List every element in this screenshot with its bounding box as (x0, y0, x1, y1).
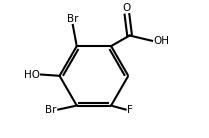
Text: O: O (123, 3, 131, 13)
Text: Br: Br (45, 105, 57, 115)
Text: OH: OH (153, 36, 169, 46)
Text: Br: Br (67, 14, 79, 24)
Text: F: F (127, 105, 133, 115)
Text: HO: HO (24, 70, 40, 79)
